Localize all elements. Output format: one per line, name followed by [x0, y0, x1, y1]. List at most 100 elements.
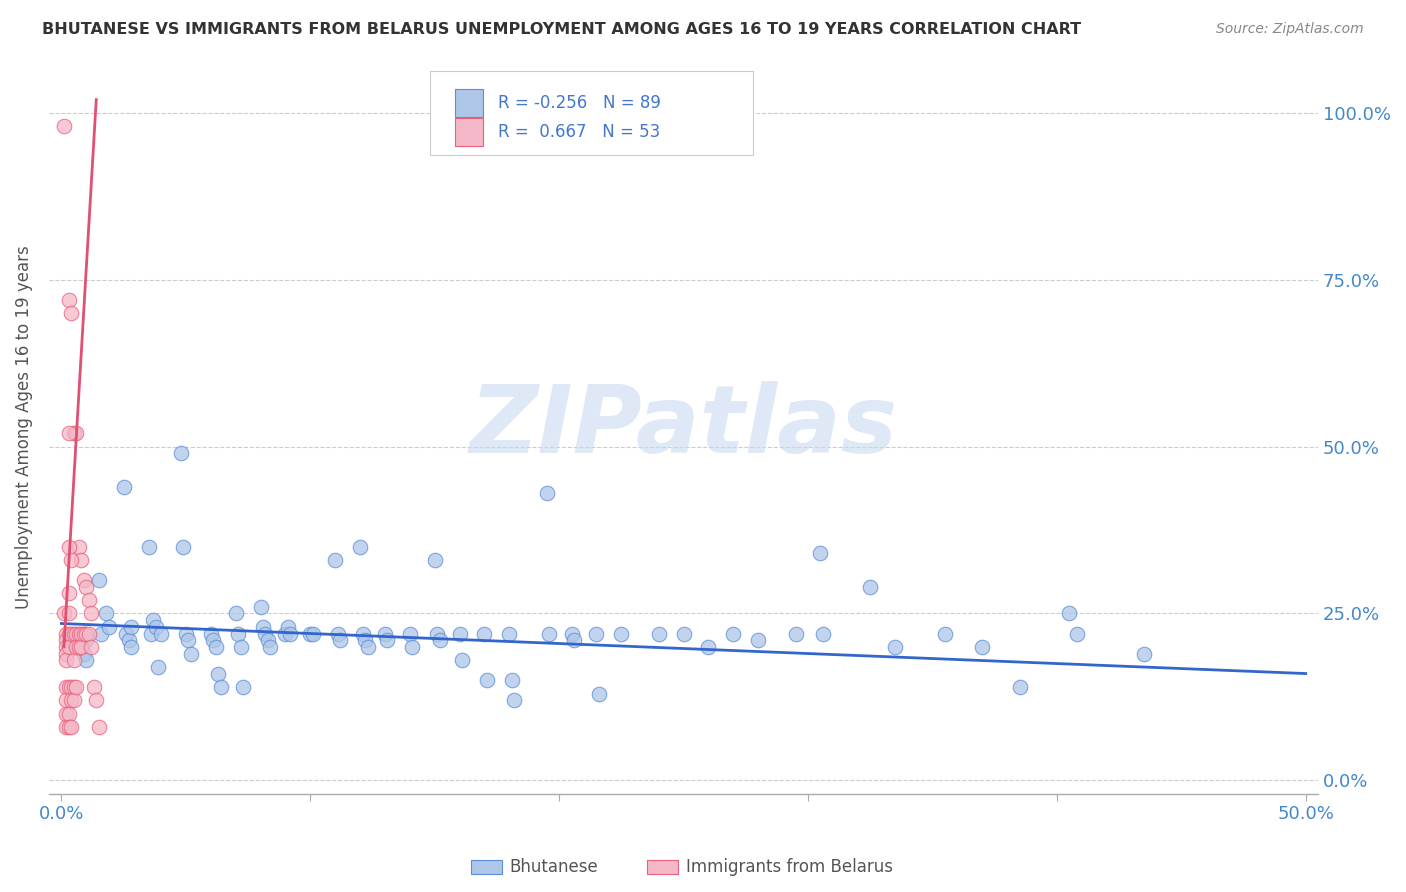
Point: [52, 120, 75, 134]
Point: [972, 640, 994, 654]
Point: [588, 687, 610, 701]
Text: Immigrants from Belarus: Immigrants from Belarus: [686, 858, 893, 876]
Point: [145, 620, 167, 634]
Point: [67, 640, 90, 654]
Point: [75, 633, 97, 648]
Point: [58, 540, 80, 554]
Point: [884, 640, 907, 654]
Point: [426, 626, 449, 640]
Point: [451, 653, 474, 667]
Point: [73, 626, 96, 640]
Point: [209, 680, 232, 694]
Point: [259, 640, 281, 654]
Point: [60, 693, 83, 707]
Point: [138, 540, 160, 554]
Point: [139, 626, 162, 640]
Point: [75, 653, 97, 667]
Point: [67, 626, 90, 640]
Point: [75, 580, 97, 594]
Point: [252, 620, 274, 634]
Point: [536, 486, 558, 500]
Point: [75, 626, 97, 640]
Point: [449, 626, 471, 640]
Point: [398, 626, 420, 640]
Point: [180, 647, 202, 661]
Point: [80, 607, 103, 621]
Point: [120, 640, 142, 654]
Point: [349, 540, 371, 554]
Point: [58, 426, 80, 441]
Point: [811, 626, 834, 640]
Point: [55, 693, 77, 707]
Point: [55, 680, 77, 694]
Point: [647, 626, 669, 640]
Point: [1133, 647, 1156, 661]
Point: [55, 647, 77, 661]
Point: [84, 693, 107, 707]
Point: [354, 633, 377, 648]
Text: Source: ZipAtlas.com: Source: ZipAtlas.com: [1216, 22, 1364, 37]
Point: [672, 626, 695, 640]
Point: [229, 640, 252, 654]
Point: [60, 553, 83, 567]
Point: [87, 573, 110, 587]
Point: [352, 626, 374, 640]
Point: [326, 626, 349, 640]
Point: [55, 626, 77, 640]
Point: [610, 626, 633, 640]
Point: [63, 626, 86, 640]
Point: [172, 540, 194, 554]
Text: R =  0.667   N = 53: R = 0.667 N = 53: [498, 123, 661, 141]
Point: [117, 633, 139, 648]
Point: [498, 626, 520, 640]
Point: [55, 706, 77, 721]
Point: [70, 626, 93, 640]
Point: [204, 640, 226, 654]
Point: [73, 626, 96, 640]
Point: [474, 626, 496, 640]
Point: [501, 673, 523, 688]
Text: R = -0.256   N = 89: R = -0.256 N = 89: [498, 94, 661, 112]
Point: [377, 633, 399, 648]
Point: [747, 633, 769, 648]
Point: [274, 626, 297, 640]
FancyBboxPatch shape: [456, 119, 484, 146]
Point: [77, 593, 100, 607]
Point: [112, 480, 135, 494]
Point: [87, 720, 110, 734]
Point: [58, 680, 80, 694]
Point: [785, 626, 807, 640]
Text: ZIPatlas: ZIPatlas: [470, 381, 897, 473]
FancyBboxPatch shape: [456, 89, 484, 117]
Y-axis label: Unemployment Among Ages 16 to 19 years: Unemployment Among Ages 16 to 19 years: [15, 244, 32, 608]
Point: [254, 626, 277, 640]
Point: [810, 546, 832, 560]
Point: [207, 666, 229, 681]
Point: [723, 626, 745, 640]
Point: [257, 633, 280, 648]
Point: [356, 640, 378, 654]
Point: [65, 680, 87, 694]
Point: [423, 553, 446, 567]
Point: [65, 640, 87, 654]
Point: [585, 626, 607, 640]
Point: [562, 633, 585, 648]
Point: [859, 580, 882, 594]
Point: [202, 633, 225, 648]
Point: [73, 573, 96, 587]
Point: [58, 607, 80, 621]
Point: [97, 620, 120, 634]
Point: [149, 626, 172, 640]
Point: [55, 653, 77, 667]
Point: [934, 626, 956, 640]
Point: [374, 626, 396, 640]
Point: [225, 607, 247, 621]
Point: [58, 706, 80, 721]
Point: [70, 640, 93, 654]
Point: [96, 607, 118, 621]
Point: [63, 693, 86, 707]
Point: [401, 640, 423, 654]
Point: [58, 720, 80, 734]
Point: [65, 426, 87, 441]
Text: BHUTANESE VS IMMIGRANTS FROM BELARUS UNEMPLOYMENT AMONG AGES 16 TO 19 YEARS CORR: BHUTANESE VS IMMIGRANTS FROM BELARUS UNE…: [42, 22, 1081, 37]
